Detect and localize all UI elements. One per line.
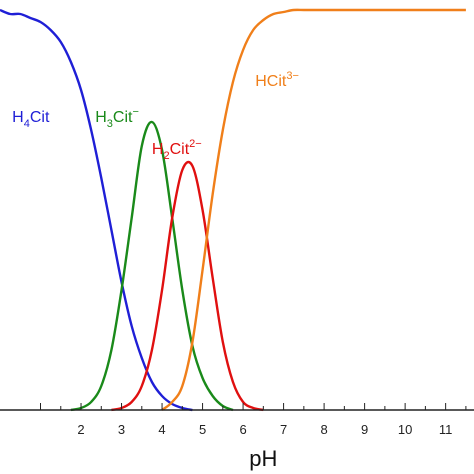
x-ticks: 2 3 4 5 6 7 8 9 10 11: [40, 403, 467, 437]
x-tick-label: 3: [118, 422, 125, 437]
x-tick-label: 11: [439, 422, 453, 437]
x-tick-label: 6: [239, 422, 246, 437]
x-tick-label: 7: [280, 422, 287, 437]
species-label-1: H4Cit: [12, 109, 50, 130]
x-tick-label: 2: [77, 422, 84, 437]
species-labels: H4Cit H3Cit− H2Cit2− HCit3−: [12, 70, 299, 162]
series-line-4: [161, 8, 466, 411]
series-line-3: [111, 160, 264, 412]
species-label-4: HCit3−: [255, 70, 299, 90]
x-tick-label: 4: [158, 422, 165, 437]
x-tick-label: 8: [320, 422, 327, 437]
x-tick-label: 5: [199, 422, 206, 437]
series-line-2: [70, 120, 234, 412]
species-label-3: H2Cit2−: [152, 138, 202, 162]
species-label-2: H3Cit−: [95, 106, 139, 130]
series-line-1: [0, 8, 193, 412]
x-tick-label: 10: [398, 422, 412, 437]
series-curves: [0, 8, 466, 412]
x-axis: 2 3 4 5 6 7 8 9 10 11: [0, 403, 474, 437]
x-axis-title: pH: [249, 446, 277, 471]
x-tick-label: 9: [361, 422, 368, 437]
